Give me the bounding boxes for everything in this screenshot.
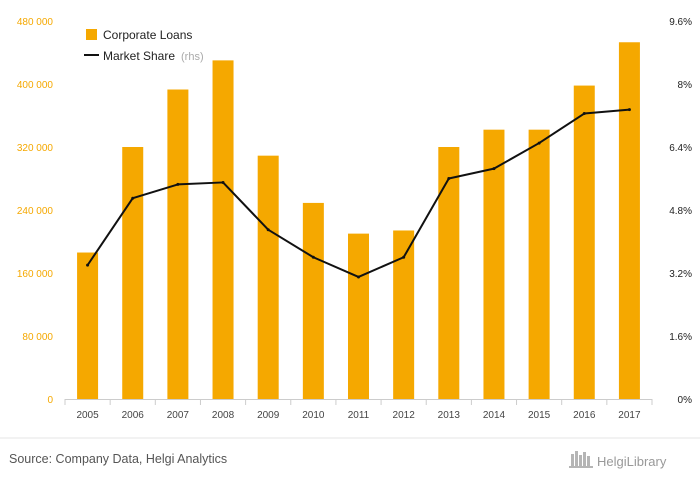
market-share-point-2008[interactable] (221, 180, 225, 184)
market-share-point-2007[interactable] (176, 182, 180, 186)
right-tick-label: 9.6% (669, 17, 692, 28)
market-share-point-2016[interactable] (582, 112, 586, 116)
x-tick-label: 2006 (122, 410, 145, 421)
bar-2005[interactable] (77, 252, 99, 399)
x-tick-label: 2012 (393, 410, 416, 421)
left-tick-label: 160 000 (17, 269, 54, 280)
market-share-point-2013[interactable] (447, 177, 451, 180)
left-tick-label: 480 000 (17, 17, 54, 28)
right-tick-label: 4.8% (669, 206, 692, 217)
market-share-point-2010[interactable] (311, 255, 315, 259)
x-tick-label: 2014 (483, 410, 506, 421)
bar-2017[interactable] (618, 42, 640, 399)
market-share-point-2014[interactable] (492, 167, 496, 171)
x-tick-label: 2015 (528, 410, 551, 421)
right-tick-label: 1.6% (669, 332, 692, 343)
right-tick-label: 8% (678, 80, 693, 91)
x-tick-label: 2013 (438, 410, 461, 421)
market-share-point-2017[interactable] (627, 108, 631, 112)
right-tick-label: 0% (678, 395, 693, 406)
left-axis: 0 80 000 160 000 240 000 320 000 400 000 480 0… (17, 17, 54, 406)
market-share-point-2011[interactable] (357, 275, 360, 279)
brand-name: HelgiLibrary (597, 454, 667, 469)
x-tick-label: 2005 (76, 410, 99, 421)
legend-label-corporate-loans[interactable]: Corporate Loans (103, 28, 192, 42)
bar-2010[interactable] (302, 202, 324, 399)
right-axis: 0% 1.6% 3.2% 4.8% 6.4% 8% 9.6% (669, 17, 692, 406)
bar-2013[interactable] (438, 147, 460, 399)
helgi-library-logo[interactable]: HelgiLibrary (569, 451, 667, 469)
legend-label-market-share[interactable]: Market Share (103, 49, 175, 63)
x-tick-label: 2016 (573, 410, 596, 421)
left-tick-label: 320 000 (17, 143, 54, 154)
source-text: Source: Company Data, Helgi Analytics (9, 452, 227, 466)
legend-swatch-corporate-loans[interactable] (86, 29, 97, 40)
bar-2007[interactable] (167, 89, 189, 399)
x-tick-label: 2007 (167, 410, 190, 421)
right-tick-label: 6.4% (669, 143, 692, 154)
left-tick-label: 400 000 (17, 80, 54, 91)
left-tick-label: 0 (47, 395, 53, 406)
x-tick-label: 2010 (302, 410, 325, 421)
bar-series (77, 42, 640, 400)
bar-2006[interactable] (122, 147, 144, 399)
bar-2016[interactable] (573, 85, 595, 399)
bar-2011[interactable] (348, 233, 369, 399)
market-share-point-2006[interactable] (131, 196, 135, 200)
library-icon (569, 451, 593, 468)
market-share-point-2009[interactable] (266, 228, 270, 232)
market-share-point-2012[interactable] (402, 255, 406, 259)
x-axis: 2005 2006 2007 2008 2009 2010 2011 2012 2013 2014… (64, 399, 653, 421)
bar-2014[interactable] (483, 129, 505, 400)
right-tick-label: 3.2% (669, 269, 692, 280)
market-share-point-2005[interactable] (86, 263, 90, 267)
bar-2008[interactable] (212, 60, 234, 399)
x-tick-label: 2009 (257, 410, 280, 421)
legend[interactable]: Corporate Loans Market Share (rhs) (84, 28, 204, 63)
x-tick-label: 2008 (212, 410, 235, 421)
bar-2012[interactable] (393, 230, 415, 399)
line-series (86, 108, 631, 279)
legend-label-market-share-rhs: (rhs) (181, 51, 204, 63)
x-tick-label: 2017 (618, 410, 641, 421)
bar-2015[interactable] (528, 129, 550, 400)
left-tick-label: 240 000 (17, 206, 54, 217)
left-tick-label: 80 000 (22, 332, 53, 343)
x-tick-label: 2011 (348, 410, 370, 421)
bar-2009[interactable] (257, 155, 279, 399)
market-share-point-2015[interactable] (537, 141, 541, 145)
